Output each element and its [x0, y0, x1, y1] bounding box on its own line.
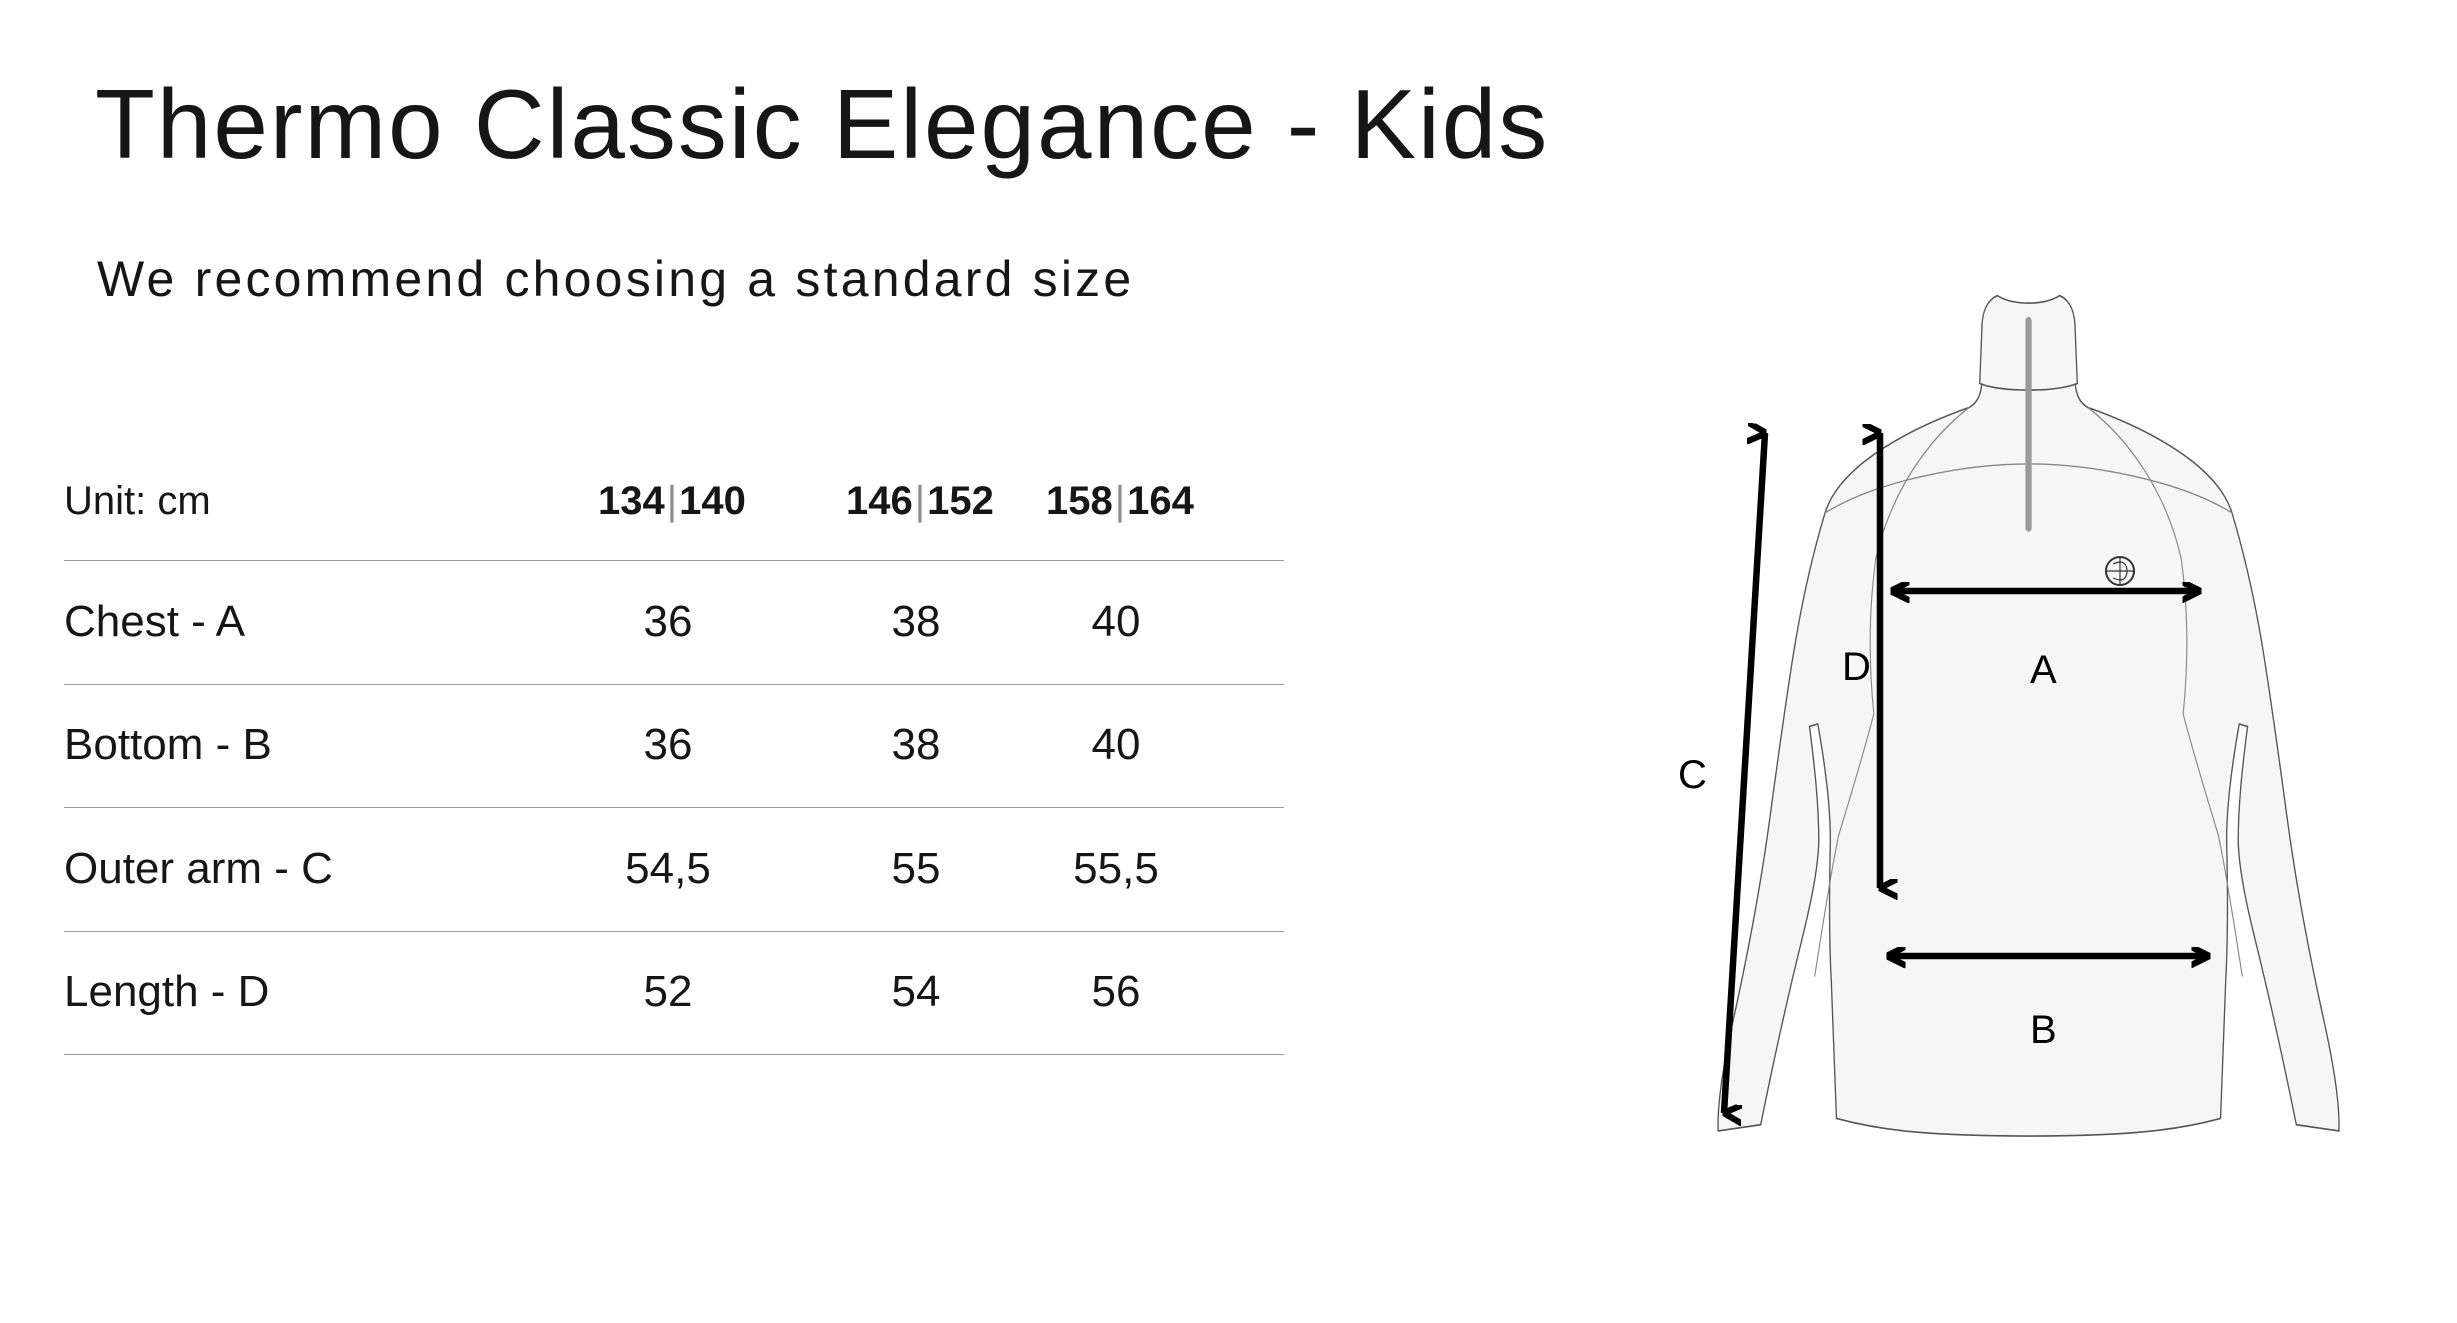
svg-text:A: A: [2030, 648, 2057, 692]
svg-text:B: B: [2030, 1008, 2057, 1052]
svg-text:D: D: [1842, 645, 1871, 689]
svg-text:C: C: [1678, 753, 1707, 797]
